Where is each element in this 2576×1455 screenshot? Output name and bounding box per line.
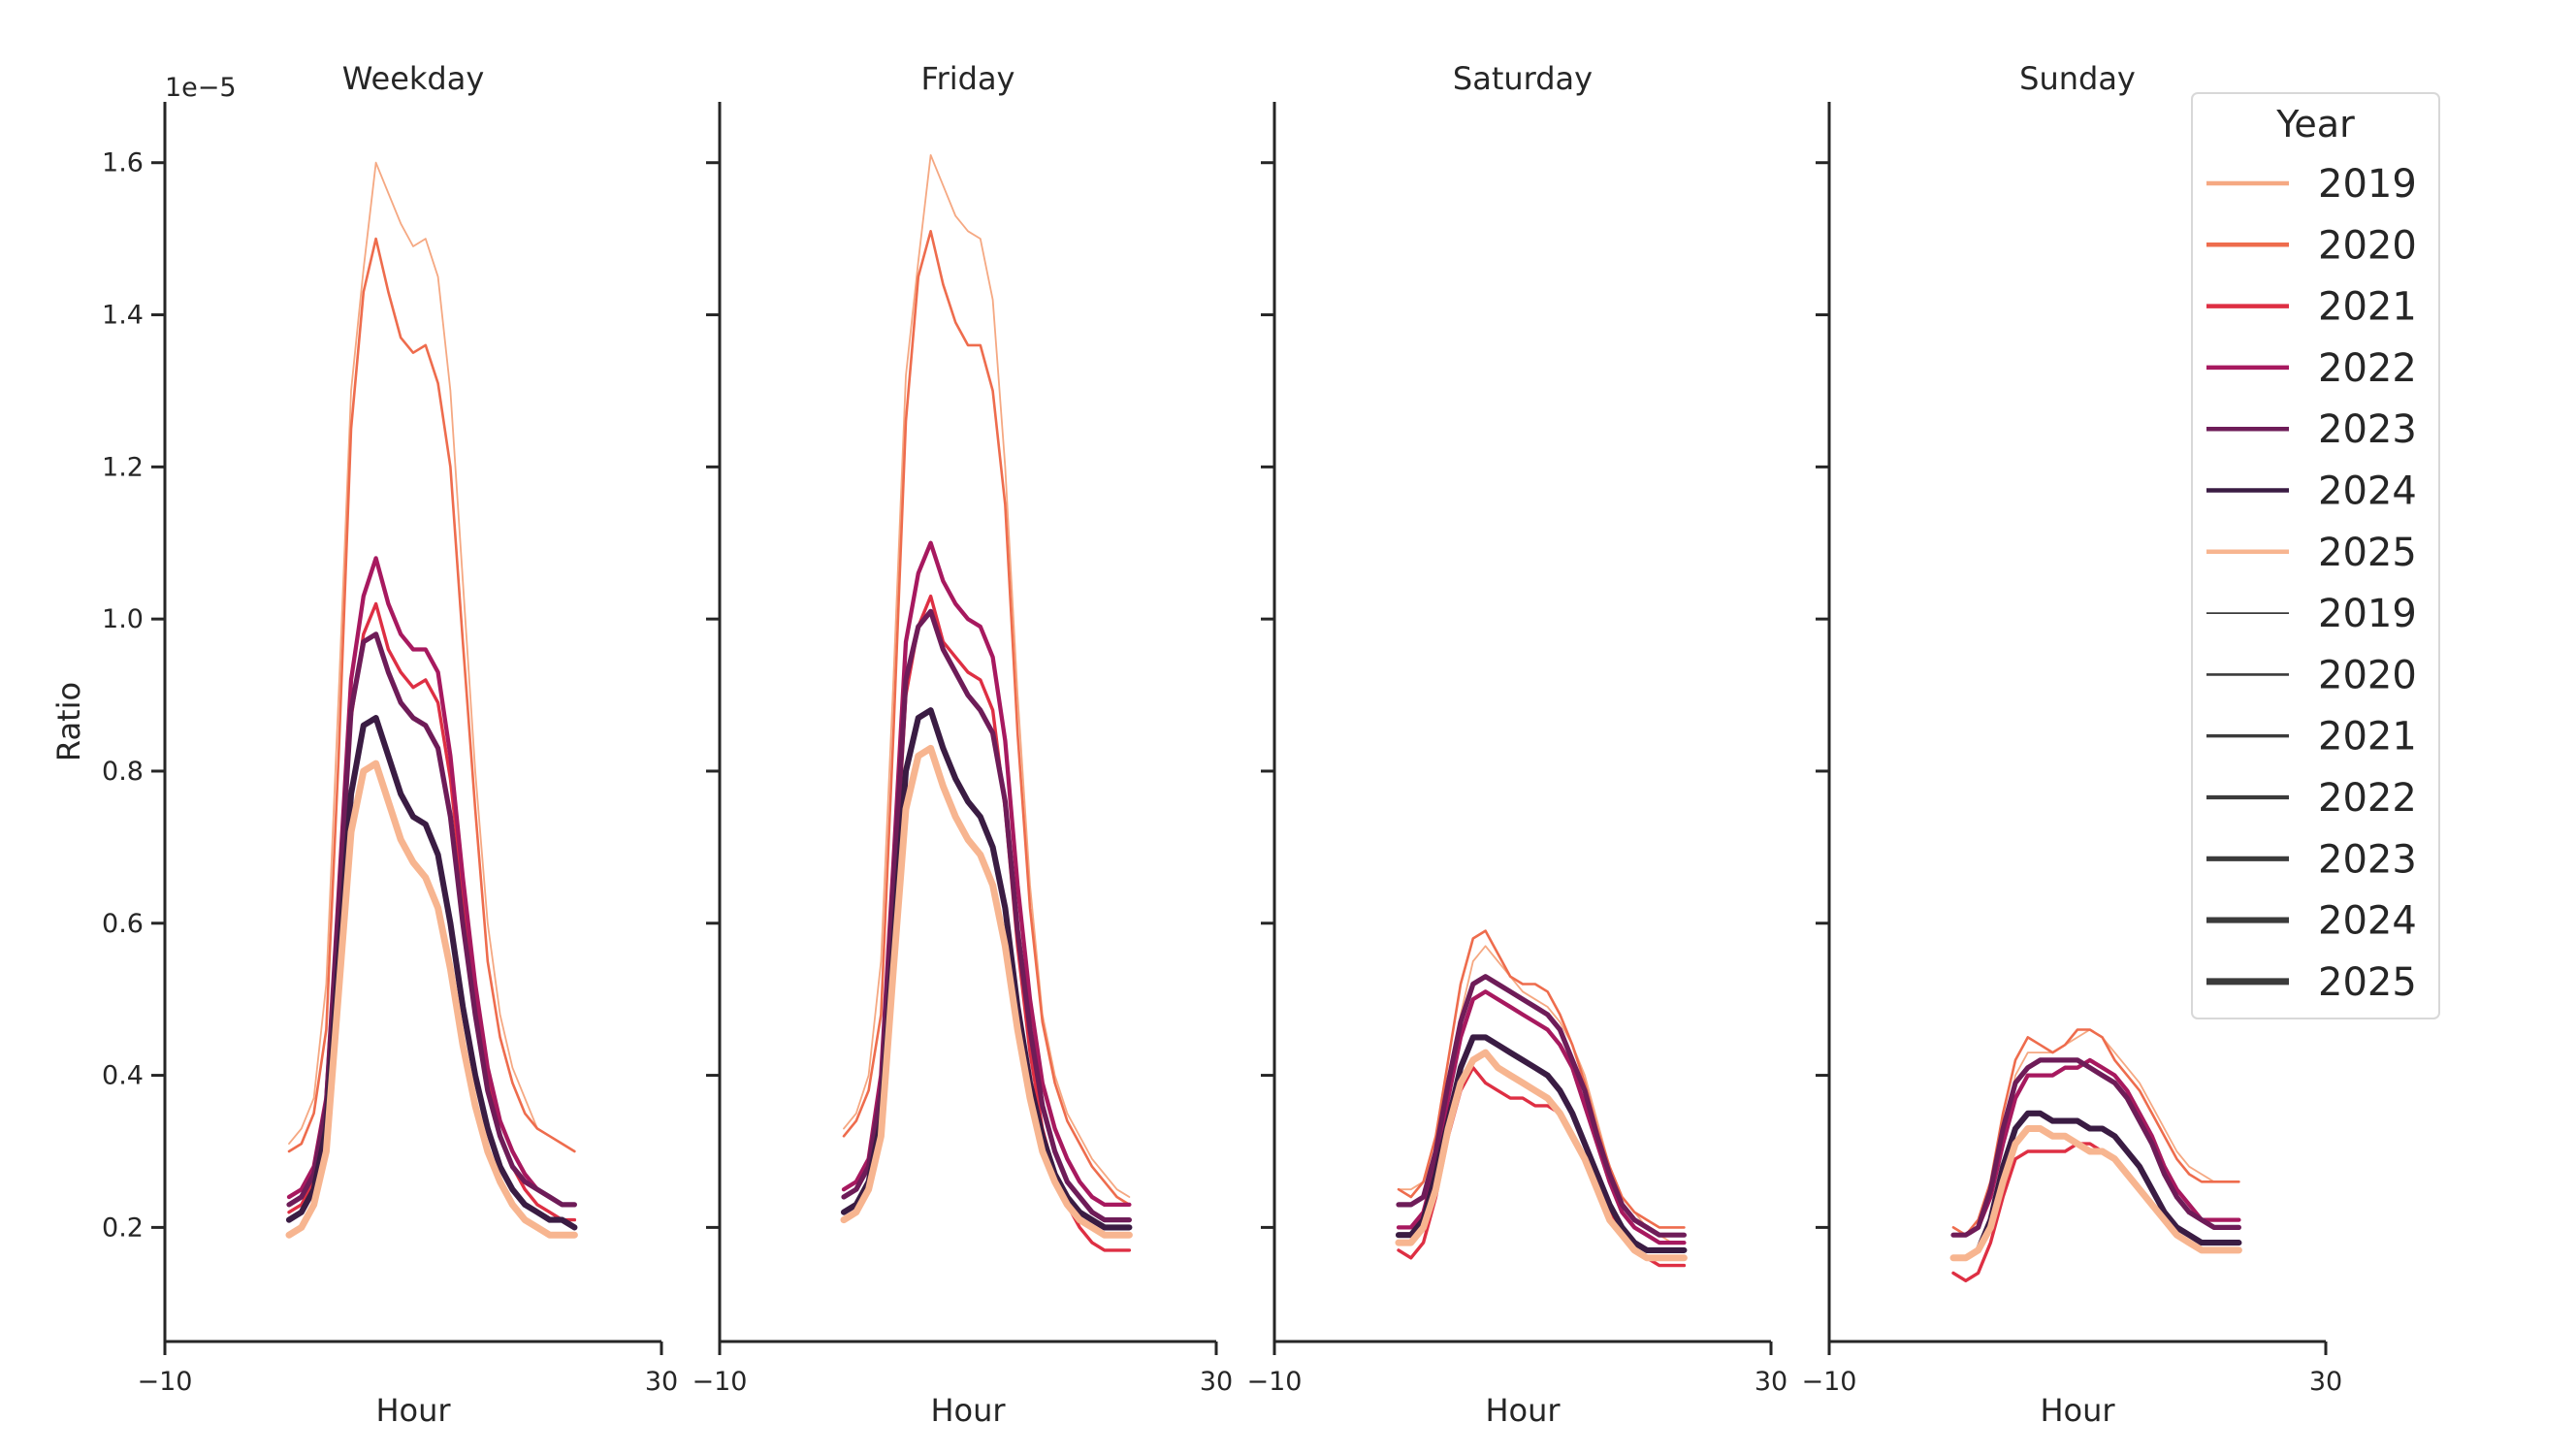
- legend-size-label: 2020: [2318, 653, 2417, 697]
- sunday-x-axis-label: Hour: [2040, 1392, 2115, 1429]
- weekday-series-line-2023: [286, 631, 578, 1208]
- sunday-series-line-2023: [1950, 1057, 2241, 1238]
- saturday-series-line-2023: [1396, 974, 1688, 1238]
- y-tick-label: 1.0: [102, 604, 144, 634]
- legend-size-label: 2023: [2318, 837, 2417, 882]
- weekday-x-axis-label: Hour: [375, 1392, 451, 1429]
- sunday-series-line-2024: [1949, 1110, 2242, 1261]
- friday-series-line-2019: [843, 153, 1131, 1198]
- saturday-series-line-2024: [1395, 1034, 1688, 1253]
- sunday-x-tick-label: −10: [1802, 1367, 1857, 1397]
- sunday-series-line-2022: [1950, 1057, 2241, 1238]
- friday-series-line-2025: [840, 744, 1133, 1239]
- legend-hue-label: 2025: [2318, 531, 2417, 575]
- saturday-x-axis-label: Hour: [1485, 1392, 1561, 1429]
- y-tick-label: 1.6: [102, 148, 144, 178]
- weekday-x-tick-label: 30: [645, 1367, 678, 1397]
- legend-size-label: 2021: [2318, 715, 2417, 760]
- sunday-x-tick-label: 30: [2309, 1367, 2342, 1397]
- friday-series-line-2021: [842, 594, 1132, 1252]
- weekday-panel-title: Weekday: [342, 60, 485, 97]
- saturday-panel-title: Saturday: [1453, 60, 1593, 97]
- legend-hue-label: 2019: [2318, 162, 2417, 207]
- legend-hue-label: 2021: [2318, 285, 2417, 330]
- sunday-panel-title: Sunday: [2019, 60, 2136, 97]
- y-tick-label: 0.6: [102, 909, 144, 939]
- saturday-x-tick-label: −10: [1247, 1367, 1303, 1397]
- sunday-series-line-2020: [1951, 1028, 2240, 1237]
- weekday-x-tick-label: −10: [138, 1367, 193, 1397]
- y-tick-label: 1.4: [102, 301, 144, 331]
- legend-hue-label: 2022: [2318, 346, 2417, 391]
- y-tick-label: 0.4: [102, 1061, 144, 1091]
- weekday-series-line-2025: [285, 760, 578, 1239]
- legend-hue-label: 2020: [2318, 223, 2417, 268]
- legend-hue-label: 2024: [2318, 469, 2417, 514]
- saturday-series-line-2020: [1397, 929, 1686, 1229]
- legend-box: [2191, 92, 2440, 1019]
- weekday-series-line-2019: [288, 161, 576, 1152]
- legend-hue-label: 2023: [2318, 407, 2417, 452]
- y-tick-label: 1.2: [102, 452, 144, 482]
- y-tick-label: 0.2: [102, 1212, 144, 1243]
- friday-x-axis-label: Hour: [930, 1392, 1006, 1429]
- legend-size-label: 2022: [2318, 776, 2417, 821]
- friday-series-line-2023: [841, 608, 1133, 1223]
- y-tick-label: 0.8: [102, 757, 144, 787]
- legend-size-label: 2025: [2318, 960, 2417, 1005]
- y-axis-label: Ratio: [50, 682, 87, 761]
- friday-x-tick-label: −10: [692, 1367, 748, 1397]
- friday-panel-title: Friday: [921, 60, 1015, 97]
- saturday-series-line-2022: [1396, 989, 1687, 1245]
- saturday-x-tick-label: 30: [1755, 1367, 1787, 1397]
- legend-size-label: 2024: [2318, 899, 2417, 944]
- legend-size-label: 2019: [2318, 592, 2417, 636]
- sunday-series-line-2025: [1949, 1125, 2242, 1262]
- weekday-series-line-2020: [287, 237, 576, 1153]
- saturday-series-line-2025: [1395, 1049, 1688, 1262]
- legend-title: Year: [2275, 103, 2355, 146]
- friday-series-line-2020: [842, 230, 1131, 1207]
- friday-x-tick-label: 30: [1200, 1367, 1233, 1397]
- y-offset-label: 1e−5: [165, 73, 237, 103]
